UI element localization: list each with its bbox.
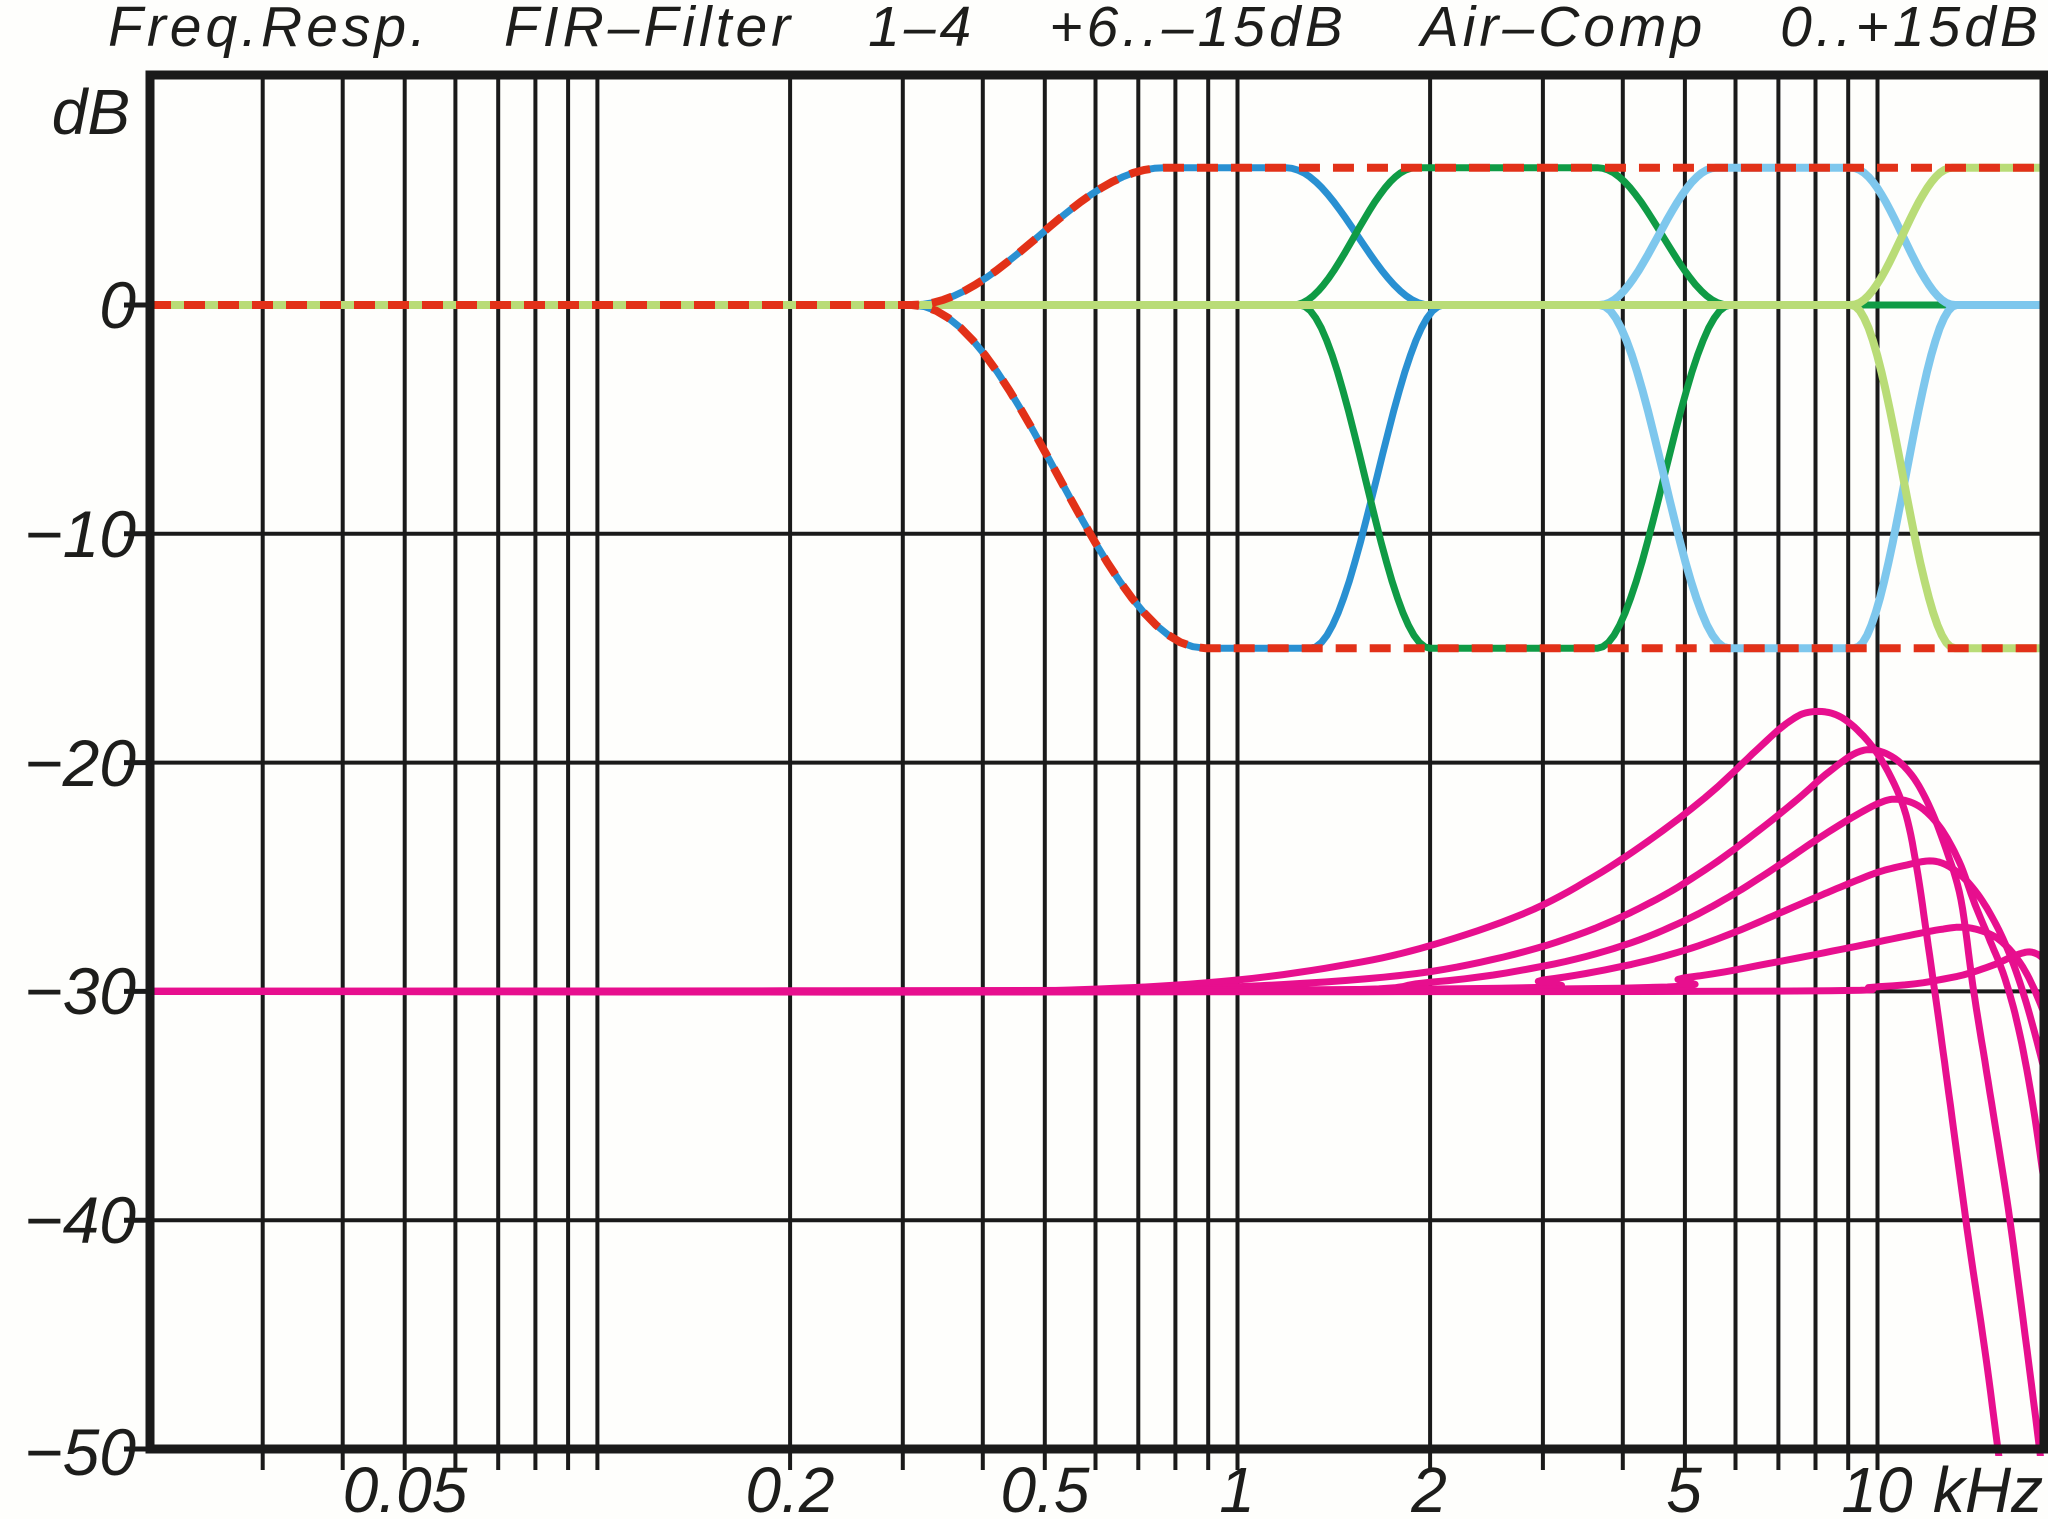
title-word-1-4: 1–4 [868,0,976,59]
y-tick-label-m10: −10 [24,497,136,571]
plot-frame [145,70,2048,1454]
x-tick-label-10: 10 [1841,1454,1913,1519]
curve-fir-filter-4-max [150,163,2044,309]
x-tick-label-05: 0.5 [1001,1454,1090,1519]
curve-fir-filter-1-max [150,164,2044,309]
y-tick-label-m40: −40 [24,1183,136,1257]
title-word-air-comp: Air–Comp [1420,0,1707,59]
title-word-fir-filter: FIR–Filter [503,0,795,59]
x-axis-unit-label: kHz [1933,1454,2043,1519]
x-tick-label-005: 0.05 [343,1454,468,1519]
curve-envelope-min-minus15 [150,301,2044,653]
title-word-freq-resp: Freq.Resp. [108,0,430,59]
y-tick-label-m50: −50 [24,1415,136,1489]
curve-air-comp-plus12 [150,746,2044,1456]
title-word-air-range: 0..+15dB [1780,0,2042,59]
y-tick-label-m30: −30 [24,954,136,1028]
y-tick-label-0: 0 [99,268,136,342]
x-tick-label-5: 5 [1666,1454,1702,1519]
curve-air-comp-plus15 [150,707,2003,1456]
curve-air-comp-plus3 [150,923,2048,1038]
grid-lines [150,75,2044,1449]
curve-envelope-max-plus6 [150,163,2044,309]
x-tick-label-1: 1 [1219,1454,1255,1519]
axis-ticks [124,302,1880,1470]
title-word-shelf-range: +6..–15dB [1049,0,1347,59]
y-axis-unit-label: dB [52,76,130,148]
response-curves [150,163,2048,1456]
chart-title: Freq.Resp. FIR–Filter 1–4 +6..–15dB Air–… [108,0,2042,60]
x-tick-label-02: 0.2 [746,1454,835,1519]
x-tick-label-2: 2 [1410,1454,1447,1519]
curve-air-comp-plus9 [150,795,2048,1242]
y-tick-label-m20: −20 [24,726,136,800]
curve-fir-filter-4-min [150,301,2044,653]
